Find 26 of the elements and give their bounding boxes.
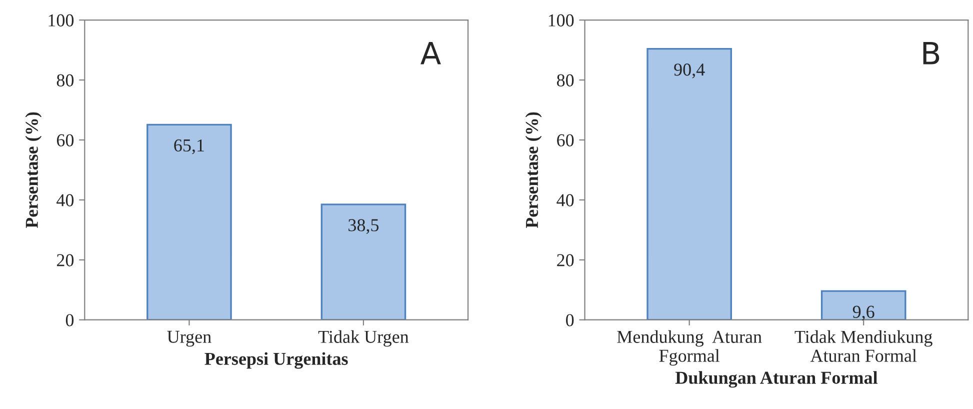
y-tick-label: 20 bbox=[56, 254, 74, 266]
annotation: A bbox=[420, 42, 441, 64]
data-label: 9,6 bbox=[852, 306, 874, 321]
x-axis-title: Persepsi Urgenitas bbox=[204, 352, 348, 369]
y-tick-label: 80 bbox=[56, 74, 74, 86]
annotation: B bbox=[923, 42, 940, 64]
x-tick-label: Urgen bbox=[167, 330, 212, 347]
y-tick-label: 80 bbox=[556, 74, 574, 86]
data-label: 90,4 bbox=[674, 64, 705, 78]
y-tick-label: 100 bbox=[548, 14, 574, 26]
x-tick-label: Tidak Mendiukung Aturan Formal bbox=[794, 330, 932, 362]
y-tick-label: 60 bbox=[557, 134, 574, 146]
y-axis-title: Persentase (%) bbox=[25, 112, 42, 228]
y-tick-label: 40 bbox=[56, 194, 74, 206]
y-tick-label: 40 bbox=[556, 194, 574, 206]
x-axis-title: Dukungan Aturan Formal bbox=[675, 371, 878, 388]
y-tick-label: 0 bbox=[566, 314, 574, 326]
y-tick-label: 100 bbox=[48, 14, 74, 26]
data-label: 38,5 bbox=[348, 219, 379, 234]
y-tick-label: 20 bbox=[557, 254, 574, 266]
y-tick-label: 60 bbox=[56, 134, 74, 146]
data-label: 65,1 bbox=[174, 139, 204, 154]
y-tick-label: 0 bbox=[66, 314, 74, 326]
x-tick-label: Mendukung Aturan Fgormal bbox=[617, 330, 762, 366]
x-tick-label: Tidak Urgen bbox=[318, 330, 409, 347]
y-axis-title: Persentase (%) bbox=[525, 112, 542, 228]
